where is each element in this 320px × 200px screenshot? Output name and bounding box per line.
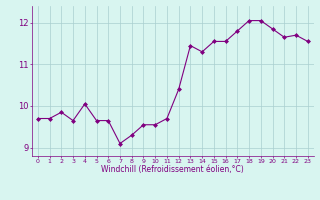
X-axis label: Windchill (Refroidissement éolien,°C): Windchill (Refroidissement éolien,°C) [101,165,244,174]
